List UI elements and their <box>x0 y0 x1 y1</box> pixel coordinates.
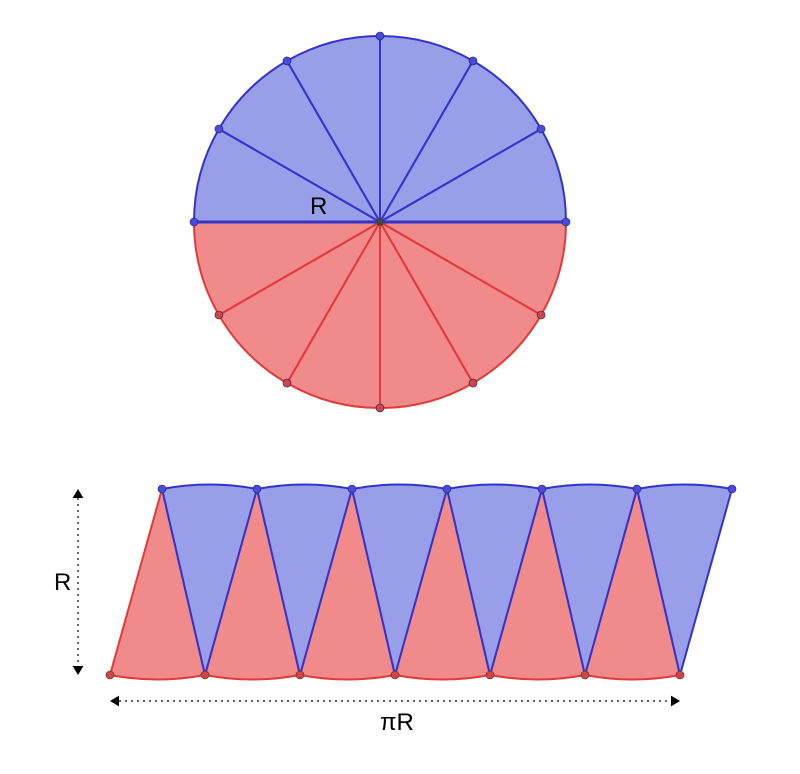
v-dim-label: R <box>54 569 71 596</box>
radius-label: R <box>310 193 327 220</box>
bottom-vertex-dot <box>296 671 304 679</box>
top-vertex-dot <box>348 485 356 493</box>
bottom-vertex-dot <box>283 379 291 387</box>
v-dim-arrow-down <box>73 666 84 675</box>
top-vertex-dot <box>283 57 291 65</box>
top-vertex-dot <box>728 485 736 493</box>
bottom-vertex-dot <box>106 671 114 679</box>
circle-sectors: R <box>190 32 570 412</box>
h-dim-arrow-right <box>671 696 680 707</box>
top-vertex-dot <box>469 57 477 65</box>
top-vertex-dot <box>538 485 546 493</box>
circle-area-diagram: R RπR <box>0 0 800 774</box>
bottom-vertex-dot <box>676 671 684 679</box>
h-dim-label: πR <box>380 709 414 736</box>
bottom-vertex-dot <box>376 404 384 412</box>
top-vertex-dot <box>215 125 223 133</box>
bottom-vertex-dot <box>537 311 545 319</box>
v-dim-arrow-up <box>73 489 84 498</box>
top-vertex-dot <box>633 485 641 493</box>
bottom-vertex-dot <box>486 671 494 679</box>
bottom-vertex-dot <box>391 671 399 679</box>
h-dim-arrow-left <box>110 696 119 707</box>
bottom-vertex-dot <box>581 671 589 679</box>
top-vertex-dot <box>443 485 451 493</box>
bottom-vertex-dot <box>215 311 223 319</box>
top-vertex-dot <box>562 218 570 226</box>
top-vertex-dot <box>158 485 166 493</box>
top-vertex-dot <box>253 485 261 493</box>
top-vertex-dot <box>537 125 545 133</box>
center-dot <box>376 218 384 226</box>
parallelogram-sectors <box>106 485 736 680</box>
bottom-vertex-dot <box>469 379 477 387</box>
top-vertex-dot <box>190 218 198 226</box>
bottom-vertex-dot <box>201 671 209 679</box>
top-vertex-dot <box>376 32 384 40</box>
